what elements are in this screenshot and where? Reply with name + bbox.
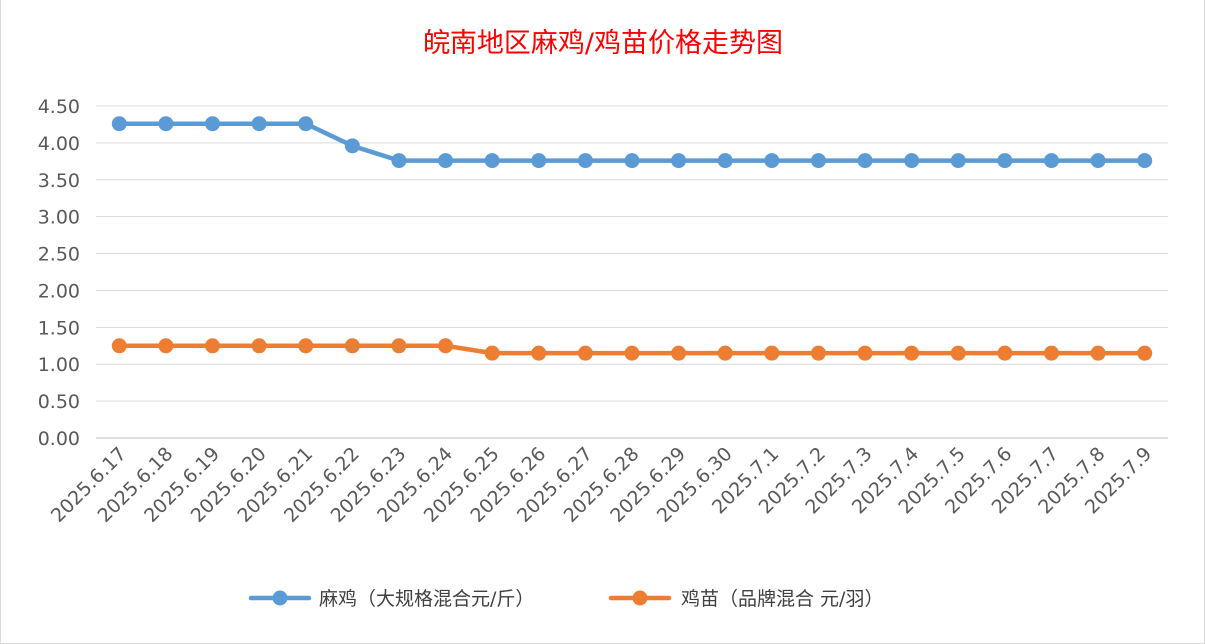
data-point <box>1137 153 1153 169</box>
data-point <box>717 345 733 361</box>
data-point <box>298 116 314 132</box>
y-axis-tick-labels: 0.00 0.50 1.00 1.50 2.00 2.50 3.00 3.50 4.00 4.50 <box>38 96 80 450</box>
data-point <box>577 153 593 169</box>
data-point <box>111 338 127 354</box>
series-2 <box>111 338 1153 361</box>
legend-item: 麻鸡（大规格混合元/斤） <box>248 588 534 610</box>
gridlines <box>96 105 1168 439</box>
y-tick-label: 0.00 <box>38 428 80 450</box>
data-point <box>624 153 640 169</box>
data-point <box>344 138 360 154</box>
data-point <box>1043 153 1059 169</box>
data-point <box>717 153 733 169</box>
data-point <box>158 338 174 354</box>
data-point <box>950 153 966 169</box>
data-point <box>531 153 547 169</box>
data-point <box>205 116 221 132</box>
data-point <box>857 345 873 361</box>
data-point <box>810 345 826 361</box>
data-point <box>484 153 500 169</box>
data-point <box>997 153 1013 169</box>
data-point <box>764 345 780 361</box>
data-point <box>531 345 547 361</box>
y-tick-label: 1.50 <box>38 317 80 339</box>
y-tick-label: 3.50 <box>38 170 80 192</box>
y-tick-label: 0.50 <box>38 391 80 413</box>
data-point <box>251 116 267 132</box>
y-tick-label: 3.00 <box>38 207 80 229</box>
data-point <box>857 153 873 169</box>
series-1 <box>111 116 1153 169</box>
data-point <box>577 345 593 361</box>
legend-label: 鸡苗（品牌混合 元/羽） <box>681 588 883 610</box>
legend-marker-swatch <box>272 590 288 606</box>
y-tick-label: 4.50 <box>38 96 80 118</box>
data-point <box>158 116 174 132</box>
legend-item: 鸡苗（品牌混合 元/羽） <box>608 588 883 610</box>
data-point <box>624 345 640 361</box>
data-point <box>391 153 407 169</box>
data-point <box>764 153 780 169</box>
data-point <box>251 338 267 354</box>
data-point <box>904 345 920 361</box>
data-point <box>111 116 127 132</box>
y-tick-label: 1.00 <box>38 354 80 376</box>
legend: 麻鸡（大规格混合元/斤） 鸡苗（品牌混合 元/羽） <box>248 588 883 610</box>
data-series <box>111 116 1153 361</box>
y-tick-label: 2.00 <box>38 280 80 302</box>
data-point <box>298 338 314 354</box>
data-point <box>810 153 826 169</box>
data-point <box>671 153 687 169</box>
data-point <box>391 338 407 354</box>
y-tick-label: 4.00 <box>38 133 80 155</box>
data-point <box>484 345 500 361</box>
data-point <box>344 338 360 354</box>
data-point <box>904 153 920 169</box>
chart-title: 皖南地区麻鸡/鸡苗价格走势图 <box>423 28 783 59</box>
data-point <box>1090 153 1106 169</box>
data-point <box>997 345 1013 361</box>
x-axis-tick-labels: 2025.6.172025.6.182025.6.192025.6.202025… <box>47 443 1156 527</box>
data-point <box>950 345 966 361</box>
data-point <box>1137 345 1153 361</box>
data-point <box>1043 345 1059 361</box>
data-point <box>438 153 454 169</box>
data-point <box>671 345 687 361</box>
data-point <box>205 338 221 354</box>
y-tick-label: 2.50 <box>38 244 80 266</box>
data-point <box>1090 345 1106 361</box>
legend-marker-swatch <box>632 590 648 606</box>
legend-label: 麻鸡（大规格混合元/斤） <box>319 588 534 610</box>
data-point <box>438 338 454 354</box>
